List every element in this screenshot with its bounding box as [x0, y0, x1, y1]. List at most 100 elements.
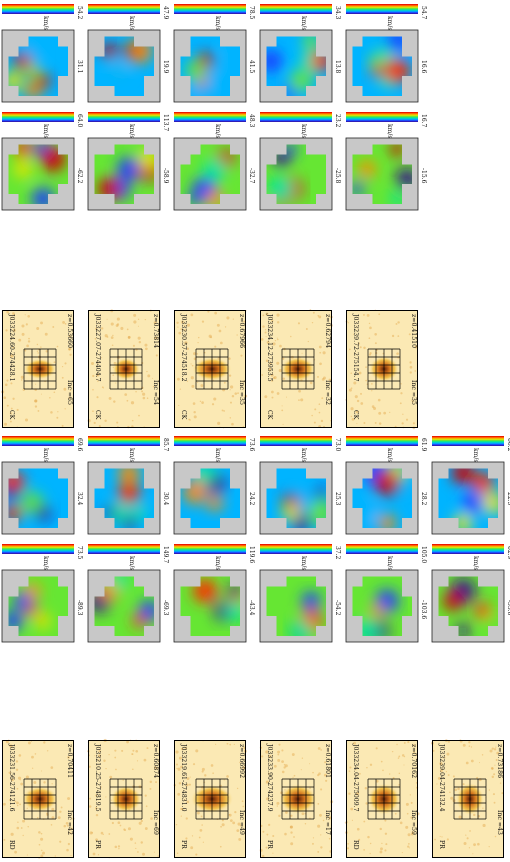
galaxy-id-label: J033219.61-274831.0 — [180, 743, 187, 812]
velocity-field-map — [259, 569, 333, 643]
velocity-max-label: 37.2 — [334, 546, 341, 560]
velocity-unit-label: km/s — [42, 124, 49, 138]
redshift-label: z=0.73814 — [152, 314, 159, 348]
velocity-colorbar — [88, 544, 160, 554]
velocity-header: 23.2 -25.8 km/s — [260, 112, 341, 184]
velocity-min-label: -43.4 — [248, 600, 255, 616]
ifu-grid — [367, 778, 401, 820]
inclination-label: Inc =65 — [66, 380, 73, 405]
dispersion-min-label: 28.2 — [420, 492, 427, 506]
redshift-label: z=0.41510 — [410, 314, 417, 348]
dispersion-min-label: 32.4 — [76, 492, 83, 506]
dispersion-min-label: 30.4 — [162, 492, 169, 506]
velocity-max-label: 149.7 — [162, 546, 169, 563]
ifu-grid — [23, 348, 57, 390]
dispersion-map — [173, 461, 247, 535]
galaxy-id-label: J033234.04-275009.7 — [352, 743, 359, 812]
dispersion-max-label: 54.2 — [76, 6, 83, 20]
velocity-colorbar — [2, 112, 74, 122]
velocity-header: 73.5 -89.3 km/s — [2, 544, 83, 616]
dispersion-max-label: 73.0 — [334, 438, 341, 452]
dispersion-colorbar — [2, 4, 74, 14]
class-label: PR — [94, 840, 101, 849]
inclination-label: Inc =35 — [410, 380, 417, 405]
dispersion-max-label: 66.2 — [506, 438, 510, 452]
redshift-label: z=0.60874 — [152, 744, 159, 778]
velocity-header: 62.9 -53.8 km/s — [432, 544, 510, 616]
dispersion-header: 54.7 16.6 km/s — [346, 4, 427, 74]
dispersion-unit-label: km/s — [128, 16, 135, 30]
dispersion-colorbar — [88, 436, 160, 446]
velocity-max-label: 113.7 — [162, 114, 169, 131]
dispersion-unit-label: km/s — [300, 16, 307, 30]
galaxy-entry: 34.3 13.8 km/s 23.2 -25.8 km/s J033234.12-2739… — [259, 4, 341, 428]
hst-image-panel: J033227.07-274404.7 z=0.73814 Inc =54 CK — [87, 309, 160, 429]
galaxy-entry: 78.5 41.5 km/s 48.3 -32.7 km/s J033230.57-2745… — [173, 4, 255, 429]
hst-image-panel: J033233.90-274237.9 z=0.61801 Inc =17 PR — [259, 740, 334, 858]
velocity-colorbar — [346, 112, 418, 122]
inclination-label: Inc =59 — [410, 810, 417, 835]
class-label: CK — [94, 410, 101, 420]
velocity-colorbar — [432, 544, 504, 554]
dispersion-colorbar — [88, 4, 160, 14]
velocity-unit-label: km/s — [214, 556, 221, 570]
hst-image-panel: J033231.56-274121.6 z=0.70411 Inc =42 RD — [2, 739, 75, 859]
velocity-min-label: -89.3 — [76, 600, 83, 616]
dispersion-unit-label: km/s — [386, 16, 393, 30]
galaxy-entry: 85.7 30.4 km/s 149.7 -69.3 km/s J033210.25-274… — [87, 436, 169, 859]
velocity-unit-label: km/s — [128, 124, 135, 138]
class-label: PR — [438, 840, 445, 849]
dispersion-header: 78.5 41.5 km/s — [174, 4, 255, 74]
hst-image-panel: J033210.25-274819.5 z=0.60874 Inc =69 PR — [87, 738, 160, 859]
hst-image-panel: J033234.12-273953.5 z=0.62794 Inc =32 CK — [260, 309, 333, 428]
velocity-field-map — [173, 569, 247, 643]
dispersion-max-label: 85.7 — [162, 438, 169, 452]
velocity-colorbar — [260, 544, 332, 554]
dispersion-max-label: 69.6 — [76, 438, 83, 452]
velocity-min-label: -62.2 — [76, 168, 83, 184]
velocity-field-map — [173, 137, 247, 211]
velocity-header: 64.0 -62.2 km/s — [2, 112, 83, 184]
redshift-label: z=0.62794 — [324, 314, 331, 348]
velocity-colorbar — [346, 544, 418, 554]
velocity-field-map — [87, 137, 161, 211]
velocity-header: 105.0 -103.6 km/s — [346, 544, 427, 619]
class-label: CK — [266, 410, 273, 420]
hst-image-panel: J033239.72-275154.7 z=0.41510 Inc =35 CK — [345, 309, 419, 430]
galaxy-id-label: J033234.12-273953.5 — [266, 313, 273, 382]
velocity-field-map — [87, 569, 161, 643]
hst-image-panel: J033224.60-274428.1 z=0.53660 Inc =65 CK — [1, 310, 75, 428]
velocity-unit-label: km/s — [214, 124, 221, 138]
class-label: CK — [8, 410, 15, 420]
dispersion-map — [173, 29, 247, 103]
ifu-grid — [23, 778, 57, 820]
dispersion-min-label: 16.6 — [420, 60, 427, 74]
inclination-label: Inc =54 — [152, 380, 159, 405]
dispersion-max-label: 54.7 — [420, 6, 427, 20]
galaxy-id-label: J033227.07-274404.7 — [94, 313, 101, 382]
velocity-header: 113.7 -58.9 km/s — [88, 112, 169, 184]
inclination-label: Inc =43 — [496, 810, 503, 835]
velocity-header: 37.2 -54.2 km/s — [260, 544, 341, 616]
dispersion-unit-label: km/s — [214, 16, 221, 30]
dispersion-unit-label: km/s — [128, 448, 135, 462]
velocity-header: 16.7 -15.6 km/s — [346, 112, 427, 184]
dispersion-map — [345, 29, 419, 103]
velocity-header: 119.6 -43.4 km/s — [174, 544, 255, 616]
hst-image-panel: J033234.04-275009.7 z=0.70162 Inc =59 RD — [344, 740, 420, 858]
dispersion-header: 69.6 32.4 km/s — [2, 436, 83, 506]
velocity-min-label: -32.7 — [248, 168, 255, 184]
velocity-max-label: 64.0 — [76, 114, 83, 128]
velocity-max-label: 23.2 — [334, 114, 341, 128]
velocity-field-map — [1, 137, 75, 211]
velocity-field-map — [1, 569, 75, 643]
dispersion-header: 61.9 28.2 km/s — [346, 436, 427, 506]
galaxy-id-label: J033224.60-274428.1 — [8, 313, 15, 382]
dispersion-min-label: 25.3 — [334, 492, 341, 506]
redshift-label: z=0.67966 — [238, 314, 245, 348]
dispersion-colorbar — [432, 436, 504, 446]
class-label: CK — [180, 410, 187, 420]
velocity-colorbar — [88, 112, 160, 122]
hst-image-panel: J033239.04-274132.4 z=0.73186 Inc =43 PR — [430, 739, 504, 858]
